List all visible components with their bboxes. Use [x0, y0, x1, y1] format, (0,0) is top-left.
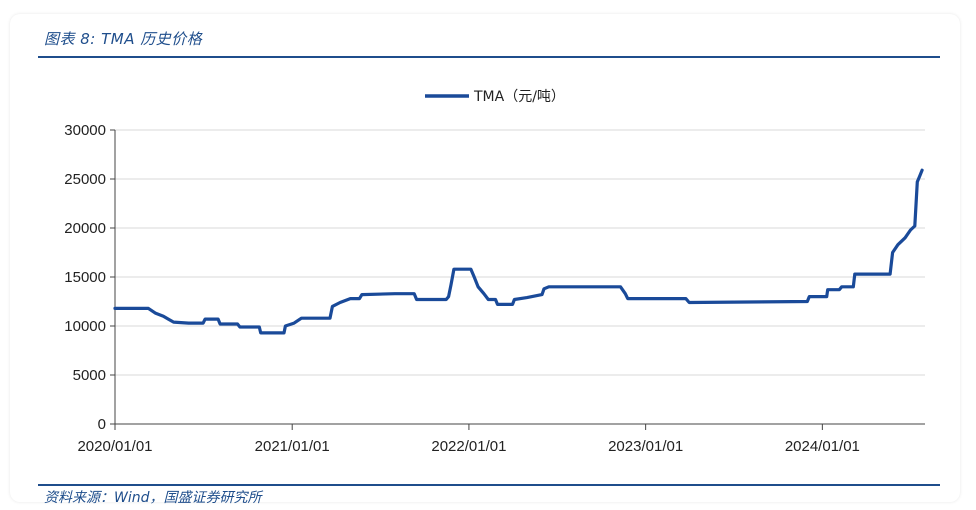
legend: TMA（元/吨） — [425, 89, 565, 105]
y-tick-label: 15000 — [64, 269, 106, 286]
figure-card — [10, 14, 960, 502]
axes — [110, 129, 925, 430]
series-group — [113, 168, 924, 335]
y-tick-label: 10000 — [64, 318, 106, 335]
source-rule — [38, 484, 940, 486]
x-tick-label: 2022/01/01 — [431, 438, 506, 455]
y-tick-label: 30000 — [64, 122, 106, 139]
y-tick-labels: 0 5000 10000 15000 20000 25000 30000 — [64, 122, 106, 433]
x-tick-label: 2024/01/01 — [785, 438, 860, 455]
y-tick-label: 25000 — [64, 171, 106, 188]
x-tick-label: 2023/01/01 — [608, 438, 683, 455]
x-tick-label: 2021/01/01 — [255, 438, 330, 455]
x-tick-labels: 2020/01/01 2021/01/01 2022/01/01 2023/01/01… — [77, 438, 859, 455]
y-tick-label: 0 — [98, 416, 106, 433]
source-note: 资料来源：Wind，国盛证券研究所 — [44, 490, 262, 506]
gridlines — [115, 129, 925, 376]
series-line-tma — [113, 168, 924, 335]
figure-title: 图表 8: TMA 历史价格 — [44, 30, 203, 48]
title-rule — [38, 56, 940, 58]
legend-label: TMA（元/吨） — [473, 89, 565, 105]
y-tick-label: 5000 — [73, 367, 106, 384]
y-tick-label: 20000 — [64, 220, 106, 237]
x-tick-label: 2020/01/01 — [77, 438, 152, 455]
